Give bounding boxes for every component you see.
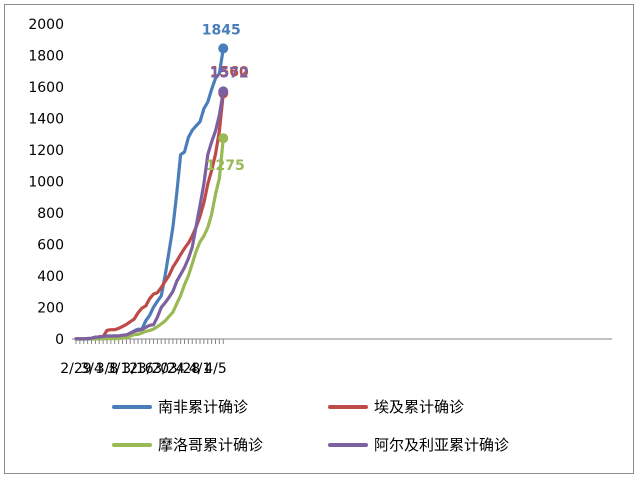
chart-frame: [4, 4, 634, 474]
series-end-label-0: 1845: [202, 22, 241, 38]
y-tick-label: 0: [55, 332, 64, 348]
series-end-label-1: 1560: [210, 64, 249, 80]
y-tick-label: 200: [37, 301, 64, 317]
series-end-marker-3: [218, 86, 229, 97]
x-tick-label: 3/8: [96, 361, 119, 377]
y-tick-label: 400: [37, 269, 64, 285]
x-tick-label: 3/16: [122, 361, 154, 377]
y-tick-label: 800: [37, 206, 64, 222]
x-tick-label: 3/12: [107, 361, 138, 377]
x-tick-label: 4/1: [189, 361, 212, 377]
series-end-label-2: 1275: [206, 158, 245, 174]
x-tick-label: 3/4: [80, 361, 103, 377]
y-tick-label: 2000: [28, 17, 64, 33]
series-layer: [74, 43, 229, 341]
series-end-marker-2: [218, 133, 229, 144]
end-label-layer: 1845 1560 1275 1572: [202, 22, 249, 174]
x-axis: 2/293/43/83/123/163/203/243/284/14/5: [60, 338, 612, 377]
y-tick-label: 600: [37, 238, 64, 254]
y-tick-label: 1600: [28, 80, 64, 96]
series-end-marker-0: [218, 43, 229, 54]
x-tick-label: 2/29: [60, 361, 91, 377]
x-tick-label: 4/5: [204, 361, 227, 377]
x-tick-label: 3/20: [138, 361, 169, 377]
y-tick-label: 1800: [28, 49, 64, 65]
y-tick-label: 1000: [28, 175, 64, 191]
series-line-2: [74, 136, 225, 341]
y-tick-label: 1400: [28, 112, 64, 128]
y-axis: 0 200 400 600 800 1000 1200 1400 1600 1800 2000: [28, 17, 64, 348]
x-tick-label: 3/24: [153, 361, 185, 377]
series-line-3: [74, 89, 225, 341]
series-end-label-3: 1572: [210, 65, 249, 81]
series-line-1: [74, 91, 225, 341]
x-tick-label: 3/28: [169, 361, 200, 377]
y-tick-label: 1200: [28, 143, 64, 159]
